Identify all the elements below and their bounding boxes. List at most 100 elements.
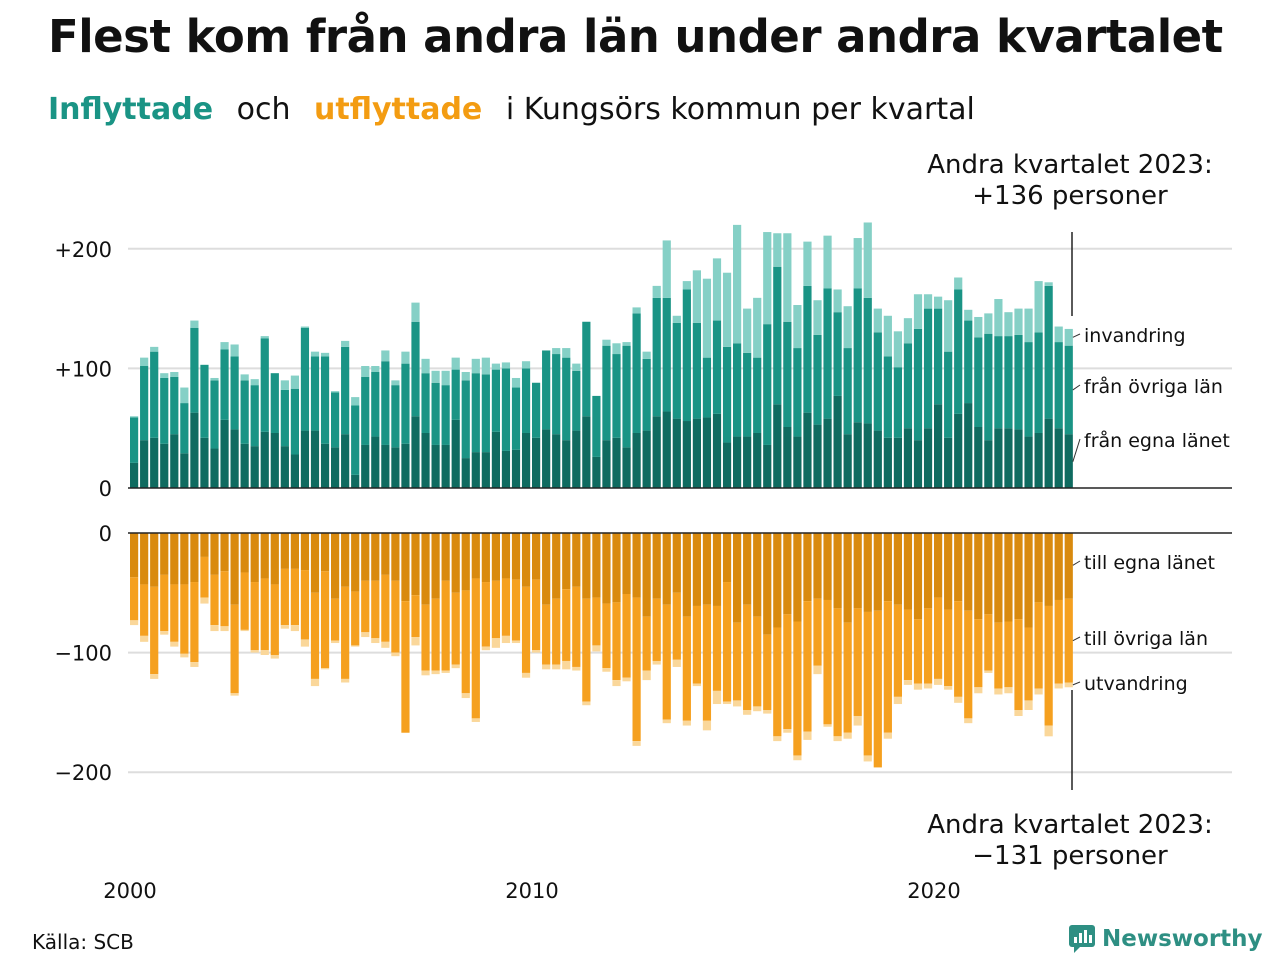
inflow-bar-0	[170, 434, 179, 488]
outflow-bar-0	[511, 533, 521, 580]
outflow-bar-2	[662, 719, 671, 724]
outflow-bar-0	[290, 533, 299, 569]
inflow-bar-2	[341, 340, 350, 347]
outflow-bar-1	[280, 568, 289, 626]
outflow-bar-2	[602, 668, 611, 672]
inflow-bar-2	[361, 366, 370, 377]
outflow-bar-2	[1014, 710, 1023, 716]
outflow-bar-1	[310, 592, 320, 679]
outflow-bar-0	[431, 533, 440, 599]
inflow-bar-0	[803, 412, 812, 488]
inflow-bar-0	[763, 444, 772, 488]
outflow-bar-1	[351, 591, 360, 646]
inflow-bar-2	[170, 371, 179, 377]
outflow-bar-2	[833, 736, 842, 742]
outflow-bar-1	[532, 579, 541, 651]
outflow-bar-0	[944, 533, 953, 610]
inflow-bar-0	[210, 448, 219, 488]
outflow-bar-0	[572, 533, 581, 587]
outflow-bar-0	[773, 533, 782, 628]
outflow-bar-1	[923, 608, 933, 684]
outflow-bar-0	[210, 533, 219, 575]
inflow-bar-1	[481, 374, 490, 453]
inflow-bar-2	[692, 270, 701, 323]
outflow-bar-2	[150, 674, 159, 679]
outflow-bar-1	[1034, 602, 1043, 689]
x-tick-label: 2010	[505, 879, 558, 903]
outflow-bar-2	[542, 664, 551, 670]
inflow-bar-0	[240, 443, 249, 488]
outflow-bar-2	[511, 640, 521, 644]
outflow-bar-0	[270, 533, 279, 585]
inflow-bar-1	[692, 322, 701, 419]
outflow-bar-0	[310, 533, 320, 593]
outflow-bar-1	[200, 556, 209, 598]
inflow-bar-2	[1004, 312, 1013, 337]
inflow-bar-0	[743, 436, 752, 488]
outflow-bar-0	[220, 533, 229, 572]
inflow-bar-0	[150, 437, 159, 488]
outflow-bar-1	[341, 586, 350, 679]
outflow-bar-0	[461, 533, 470, 591]
inflow-bar-1	[361, 376, 370, 445]
inflow-bar-2	[190, 320, 199, 328]
outflow-bar-2	[642, 670, 651, 681]
outflow-bar-0	[451, 533, 460, 593]
inflow-bar-1	[773, 266, 782, 405]
inflow-bar-1	[582, 321, 591, 417]
outflow-bar-1	[743, 604, 752, 711]
inflow-bar-1	[200, 364, 209, 438]
outflow-bar-1	[501, 578, 511, 636]
inflow-bar-1	[612, 354, 621, 438]
outflow-bar-2	[733, 700, 742, 707]
outflow-series-label: utvandring	[1084, 673, 1188, 695]
inflow-bar-2	[843, 306, 852, 349]
outflow-bar-2	[1034, 688, 1043, 695]
outflow-bar-1	[753, 616, 762, 707]
inflow-bar-1	[632, 313, 641, 433]
outflow-bar-1	[240, 572, 249, 630]
outflow-bar-1	[984, 614, 993, 671]
outflow-bar-1	[401, 601, 410, 733]
inflow-bar-1	[833, 312, 842, 396]
inflow-bar-1	[853, 288, 862, 423]
inflow-bar-0	[883, 437, 892, 488]
outflow-bar-0	[1044, 533, 1053, 606]
inflow-bar-2	[240, 374, 249, 381]
outflow-bar-1	[1054, 599, 1063, 684]
outflow-bar-2	[672, 659, 681, 667]
inflow-bar-2	[913, 294, 923, 329]
inflow-y-tick-label: 0	[99, 477, 112, 501]
inflow-bar-1	[290, 388, 299, 455]
outflow-bar-0	[823, 533, 832, 600]
inflow-bar-0	[1044, 418, 1053, 488]
inflow-bar-0	[853, 422, 862, 488]
inflow-bar-1	[341, 346, 350, 435]
inflow-bar-0	[1064, 434, 1073, 488]
inflow-bar-0	[532, 437, 541, 488]
outflow-bar-1	[371, 580, 380, 639]
outflow-bar-1	[441, 580, 450, 671]
annotation-bottom-line1: Andra kvartalet 2023:	[927, 810, 1213, 840]
outflow-bar-2	[984, 670, 993, 673]
inflow-bar-1	[391, 385, 400, 448]
outflow-bar-1	[833, 608, 842, 737]
inflow-bar-0	[491, 431, 500, 488]
inflow-bar-1	[652, 297, 661, 417]
inflow-bar-2	[1024, 308, 1033, 343]
inflow-bar-2	[401, 351, 410, 364]
outflow-bar-0	[160, 533, 169, 575]
inflow-bar-2	[331, 391, 340, 393]
subtitle-and: och	[236, 92, 291, 127]
outflow-bar-2	[592, 645, 601, 652]
outflow-bar-0	[170, 533, 179, 585]
outflow-y-tick-label: −200	[54, 761, 112, 785]
outflow-bar-0	[974, 533, 983, 620]
inflow-bar-1	[763, 324, 772, 445]
inflow-bar-1	[883, 356, 892, 438]
outflow-bar-0	[341, 533, 350, 587]
outflow-bar-0	[803, 533, 812, 602]
inflow-bar-1	[944, 351, 953, 438]
outflow-bar-0	[873, 533, 882, 611]
inflow-bar-2	[984, 313, 993, 334]
